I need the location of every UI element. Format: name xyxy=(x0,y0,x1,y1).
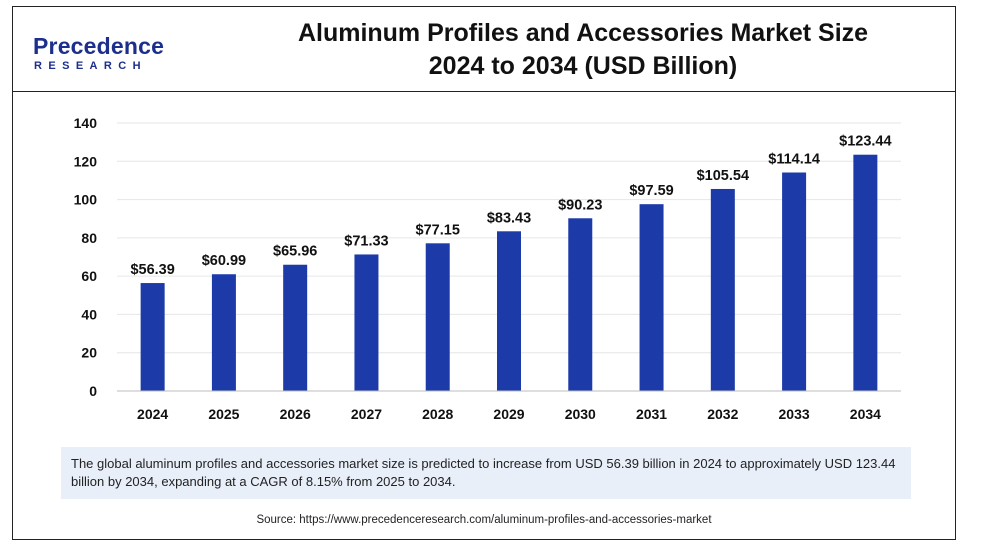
y-tick-label: 80 xyxy=(81,230,97,246)
data-label-2025: $60.99 xyxy=(202,253,246,269)
y-tick-label: 140 xyxy=(74,115,98,131)
x-tick-label: 2032 xyxy=(707,406,738,422)
summary-text: The global aluminum profiles and accesso… xyxy=(61,447,911,499)
data-label-2024: $56.39 xyxy=(130,262,174,278)
chart-title-line-2: 2024 to 2034 (USD Billion) xyxy=(428,52,738,80)
data-label-2028: $77.15 xyxy=(416,222,460,238)
x-tick-label: 2031 xyxy=(636,406,667,422)
bar-2034 xyxy=(853,154,878,391)
bar-2031 xyxy=(639,204,664,391)
bar-2027 xyxy=(354,254,379,391)
bars xyxy=(140,154,878,391)
data-label-2029: $83.43 xyxy=(487,210,531,226)
bar-2029 xyxy=(497,231,521,391)
bar-2025 xyxy=(211,274,236,391)
x-tick-label: 2024 xyxy=(137,406,168,422)
y-axis-ticks: 0 20 40 60 80 100 120 140 xyxy=(74,115,98,399)
bar-2033 xyxy=(782,172,807,391)
x-axis-ticks: 2024 2025 2026 2027 2028 2029 2030 2031 2032 2033… xyxy=(137,406,881,422)
y-tick-label: 100 xyxy=(74,192,98,208)
header: Precedence RESEARCH Aluminum Profiles an… xyxy=(13,7,955,92)
data-label-2033: $114.14 xyxy=(768,152,820,168)
data-label-2030: $90.23 xyxy=(558,197,602,213)
data-labels: $56.39 $60.99 $65.96 $71.33 $77.15 $83.43 $90.… xyxy=(130,134,891,278)
data-label-2027: $71.33 xyxy=(344,233,388,249)
bar-2028 xyxy=(425,243,450,391)
x-tick-label: 2026 xyxy=(280,406,311,422)
bar-chart: 0 20 40 60 80 100 120 140 $56.39 $60.99 $65.96 $71… xyxy=(74,115,901,422)
chart-frame: Precedence RESEARCH Aluminum Profiles an… xyxy=(12,6,956,540)
source-text: Source: https://www.precedenceresearch.c… xyxy=(256,514,712,526)
y-tick-label: 120 xyxy=(74,153,98,169)
logo-name: Precedence xyxy=(33,33,165,59)
data-label-2032: $105.54 xyxy=(697,168,749,184)
y-tick-label: 60 xyxy=(81,268,97,284)
y-tick-label: 20 xyxy=(81,345,97,361)
x-tick-label: 2034 xyxy=(850,406,881,422)
chart-title: Aluminum Profiles and Accessories Market… xyxy=(223,17,943,83)
bar-2030 xyxy=(568,218,593,391)
bar-2024 xyxy=(140,283,165,391)
data-label-2026: $65.96 xyxy=(273,244,317,260)
bar-2032 xyxy=(710,188,735,391)
x-tick-label: 2029 xyxy=(493,406,524,422)
data-label-2031: $97.59 xyxy=(629,183,673,199)
x-tick-label: 2028 xyxy=(422,406,453,422)
logo-subtitle: RESEARCH xyxy=(34,60,147,72)
x-tick-label: 2027 xyxy=(351,406,382,422)
bar-2026 xyxy=(283,264,308,391)
x-tick-label: 2030 xyxy=(565,406,596,422)
y-tick-label: 0 xyxy=(89,383,97,399)
data-label-2034: $123.44 xyxy=(839,134,891,150)
logo: Precedence RESEARCH xyxy=(33,33,203,77)
x-tick-label: 2025 xyxy=(208,406,239,422)
y-tick-label: 40 xyxy=(81,306,97,322)
chart-title-line-1: Aluminum Profiles and Accessories Market… xyxy=(297,19,869,47)
x-tick-label: 2033 xyxy=(779,406,810,422)
